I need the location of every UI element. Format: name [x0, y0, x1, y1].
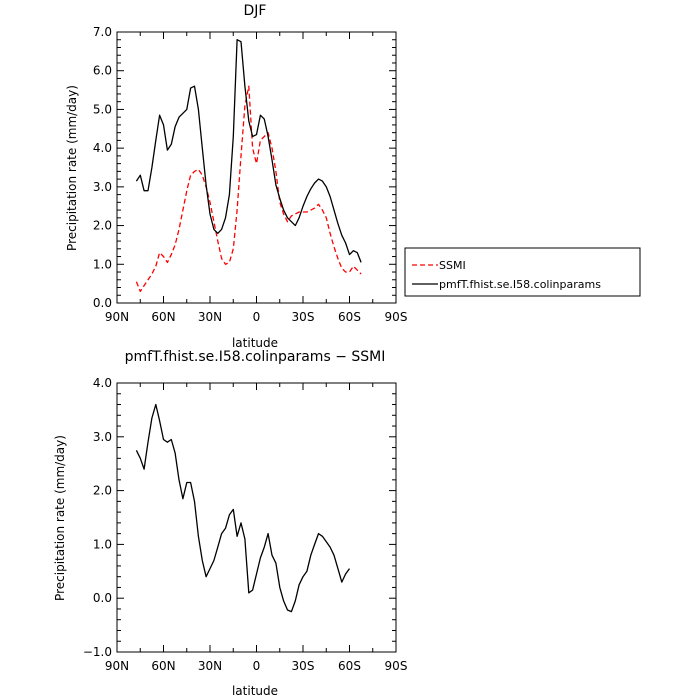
legend-label-ssmi: SSMI [439, 259, 466, 272]
top-chart-y-axis-label: Precipitation rate (mm/day) [65, 85, 79, 251]
top-chart-y-tick-label: 3.0 [93, 180, 112, 194]
bottom-chart-x-tick-label: 60S [338, 659, 361, 673]
top-chart-x-axis-label: latitude [232, 336, 278, 350]
top-chart-y-tick-label: 6.0 [93, 64, 112, 78]
top-chart-x-tick-label: 60S [338, 310, 361, 324]
bottom-chart-x-tick-label: 30N [198, 659, 222, 673]
bottom-chart-x-tick-label: 0 [253, 659, 261, 673]
top-chart-y-tick-label: 0.0 [93, 296, 112, 310]
top-chart-y-tick-label: 7.0 [93, 25, 112, 39]
top-chart-x-tick-label: 0 [253, 310, 261, 324]
bottom-chart-x-tick-label: 30S [292, 659, 315, 673]
top-chart-panel: DJF latitude Precipitation rate (mm/day)… [65, 3, 407, 350]
top-chart-y-tick-label: 1.0 [93, 257, 112, 271]
bottom-chart-y-tick-label: 4.0 [93, 376, 112, 390]
bottom-chart-y-axis-label: Precipitation rate (mm/day) [53, 435, 67, 601]
bottom-chart-y-tick-label: 1.0 [93, 537, 112, 551]
top-chart-series-line-1 [135, 39, 362, 263]
legend-box [404, 247, 641, 297]
bottom-chart-panel: pmfT.fhist.se.I58.colinparams − SSMI lat… [53, 349, 407, 698]
top-chart-x-tick-label: 90N [105, 310, 129, 324]
bottom-chart-title: pmfT.fhist.se.I58.colinparams − SSMI [125, 349, 386, 365]
top-chart-axes-box [116, 31, 397, 304]
top-chart-title: DJF [244, 3, 267, 19]
bottom-chart-series-line-0 [135, 403, 351, 613]
top-chart-x-tick-label: 60N [151, 310, 175, 324]
top-chart-series-line-0 [135, 85, 362, 293]
bottom-chart-x-tick-label: 60N [151, 659, 175, 673]
top-chart-y-tick-label: 5.0 [93, 102, 112, 116]
bottom-chart-y-tick-label: 2.0 [93, 484, 112, 498]
bottom-chart-x-tick-label: 90S [385, 659, 408, 673]
bottom-chart-y-tick-label: 3.0 [93, 430, 112, 444]
bottom-chart-x-axis-label: latitude [232, 684, 278, 698]
top-chart-y-tick-label: 2.0 [93, 219, 112, 233]
bottom-chart-axes-box [116, 382, 397, 653]
legend-label-model: pmfT.fhist.se.I58.colinparams [439, 278, 601, 291]
top-chart-x-tick-label: 30S [292, 310, 315, 324]
bottom-chart-plot-frame: 90N 60N 30N 0 30S 60S 90S −1.0 0.0 1.0 2.0 3.0 4.0 [83, 376, 408, 673]
bottom-chart-x-tick-label: 90N [105, 659, 129, 673]
top-chart-x-tick-label: 90S [385, 310, 408, 324]
top-chart-y-tick-label: 4.0 [93, 141, 112, 155]
top-chart-x-tick-label: 30N [198, 310, 222, 324]
top-chart-plot-frame: 90N 60N 30N 0 30S 60S 90S 0.0 1.0 2.0 3.0 4.0 5.0 6.0… [93, 25, 408, 324]
top-chart-legend: SSMI pmfT.fhist.se.I58.colinparams [404, 247, 641, 297]
bottom-chart-y-tick-label: 0.0 [93, 591, 112, 605]
bottom-chart-y-tick-label: −1.0 [83, 645, 112, 659]
